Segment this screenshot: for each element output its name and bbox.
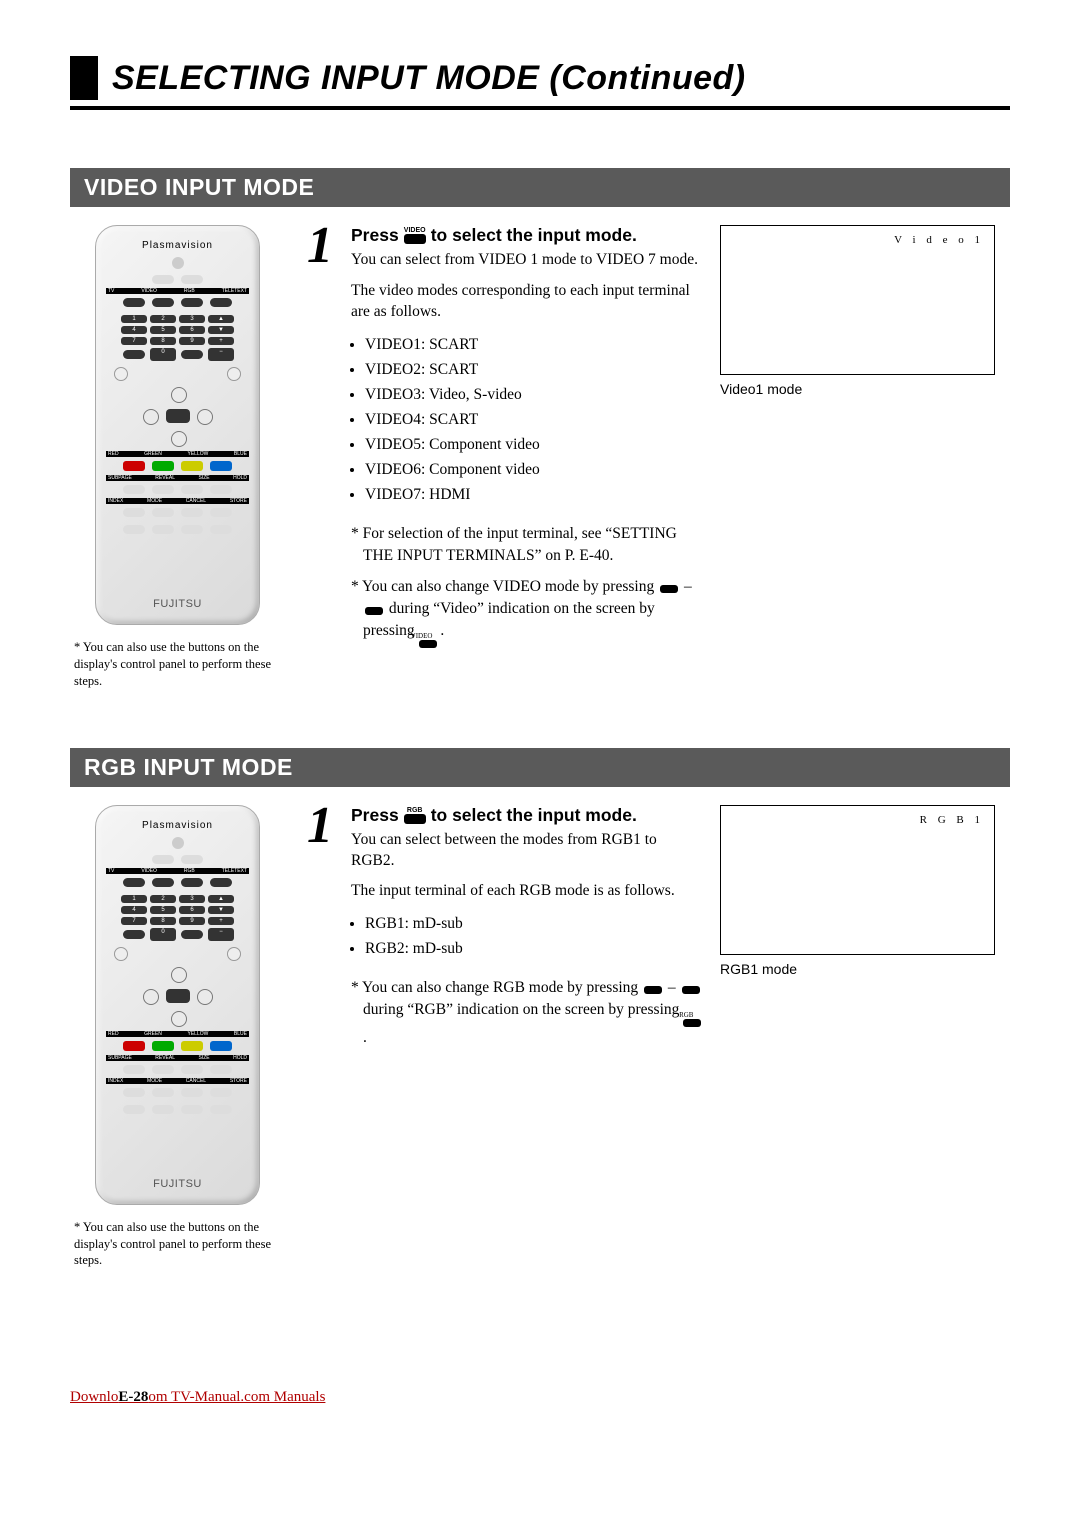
list-item: RGB1: mD-sub <box>365 912 702 936</box>
remote-footnote: * You can also use the buttons on the di… <box>70 639 285 690</box>
screen-preview-rgb: R G B 1 <box>720 805 995 955</box>
video-button-icon: VIDEO <box>419 633 437 648</box>
page-footer: DownloE-28om TV-Manual.com Manuals <box>70 1389 1010 1406</box>
intro-paragraph: You can select between the modes from RG… <box>351 830 702 872</box>
remote-brand: Plasmavision <box>142 820 213 831</box>
power-icon <box>172 257 184 269</box>
footnote-terminals: * For selection of the input terminal, s… <box>351 523 702 566</box>
intro-paragraph: You can select from VIDEO 1 mode to VIDE… <box>351 250 702 271</box>
press-label: Press <box>351 805 399 826</box>
page-number: E-28 <box>118 1389 148 1405</box>
remote-footer-brand: FUJITSU <box>153 598 202 610</box>
remote-footnote: * You can also use the buttons on the di… <box>70 1219 285 1270</box>
remote-brand: Plasmavision <box>142 240 213 251</box>
num7-icon <box>365 607 383 615</box>
title-accent-block <box>70 56 98 100</box>
list-item: VIDEO5: Component video <box>365 433 702 457</box>
video-button-icon: VIDEO <box>404 227 426 244</box>
section-heading-rgb: RGB INPUT MODE <box>70 748 1010 787</box>
rgb-button-icon: RGB <box>683 1012 701 1027</box>
title-rule <box>70 106 1010 110</box>
footnote-change-mode: * You can also change RGB mode by pressi… <box>351 977 702 1048</box>
remote-illustration-video: Plasmavision TVVIDEORGBTELETEXT 123▲ 456… <box>95 225 260 625</box>
screen-osd-text: R G B 1 <box>920 814 984 826</box>
num1-icon <box>644 986 662 994</box>
list-item: VIDEO7: HDMI <box>365 483 702 507</box>
page-title: SELECTING INPUT MODE (Continued) <box>112 59 746 98</box>
list-item: RGB2: mD-sub <box>365 937 702 961</box>
num2-icon <box>682 986 700 994</box>
screen-caption: Video1 mode <box>720 381 1010 397</box>
list-item: VIDEO4: SCART <box>365 408 702 432</box>
step-number: 1 <box>307 805 351 1059</box>
screen-caption: RGB1 mode <box>720 961 1010 977</box>
list-item: VIDEO6: Component video <box>365 458 702 482</box>
power-icon <box>172 837 184 849</box>
screen-preview-video: V i d e o 1 <box>720 225 995 375</box>
list-item: VIDEO2: SCART <box>365 358 702 382</box>
num1-icon <box>660 585 678 593</box>
press-rest: to select the input mode. <box>431 225 637 246</box>
rgb-button-icon: RGB <box>404 807 426 824</box>
intro-paragraph-2: The input terminal of each RGB mode is a… <box>351 881 702 902</box>
press-rest: to select the input mode. <box>431 805 637 826</box>
intro-paragraph-2: The video modes corresponding to each in… <box>351 281 702 323</box>
section-heading-video: VIDEO INPUT MODE <box>70 168 1010 207</box>
rgb-modes-list: RGB1: mD-sub RGB2: mD-sub <box>351 912 702 961</box>
list-item: VIDEO3: Video, S-video <box>365 383 702 407</box>
step-number: 1 <box>307 225 351 658</box>
remote-footer-brand: FUJITSU <box>153 1178 202 1190</box>
remote-illustration-rgb: Plasmavision TVVIDEORGBTELETEXT 123▲ 456… <box>95 805 260 1205</box>
screen-osd-text: V i d e o 1 <box>894 234 984 246</box>
video-modes-list: VIDEO1: SCART VIDEO2: SCART VIDEO3: Vide… <box>351 333 702 507</box>
footer-download-link[interactable]: DownloE-28om TV-Manual.com Manuals <box>70 1389 325 1405</box>
press-label: Press <box>351 225 399 246</box>
footnote-change-mode: * You can also change VIDEO mode by pres… <box>351 576 702 647</box>
list-item: VIDEO1: SCART <box>365 333 702 357</box>
